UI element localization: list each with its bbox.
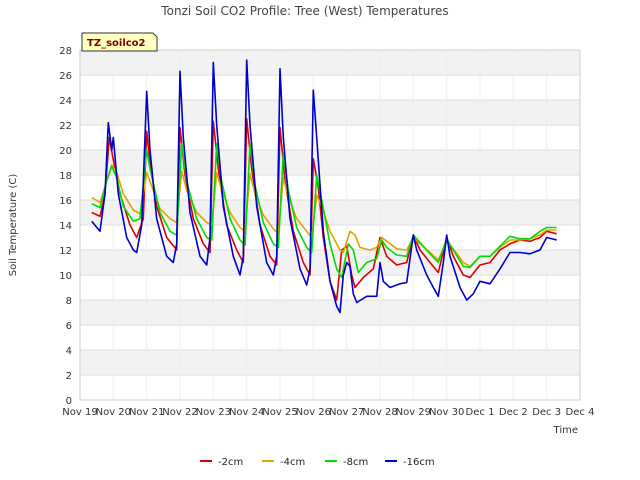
x-tick-label: Nov 24 [229,407,264,418]
legend-label: -8cm [343,457,368,468]
x-tick-label: Nov 20 [96,407,131,418]
legend-label: -16cm [403,457,435,468]
y-tick-label: 10 [59,271,72,282]
y-tick-label: 26 [59,71,72,82]
y-tick-label: 6 [66,321,72,332]
x-tick-label: Nov 21 [129,407,164,418]
x-tick-label: Dec 1 [466,407,495,418]
plot-band [80,75,580,100]
plot-bands [80,50,580,400]
plot-band [80,325,580,350]
series-lines [91,59,557,314]
dataset-badge: TZ_soilco2 [81,32,158,52]
y-tick-label: 24 [59,96,72,107]
series-line-minus-16cm [91,59,557,314]
plot-band [80,50,580,75]
plot-band [80,250,580,275]
y-tick-label: 0 [66,396,72,407]
legend-label: -2cm [218,457,243,468]
y-tick-label: 16 [59,196,72,207]
x-tick-label: Nov 30 [429,407,464,418]
x-tick-label: Nov 19 [62,407,97,418]
y-tick-label: 20 [59,146,72,157]
y-tick-label: 2 [66,371,72,382]
y-tick-label: 14 [59,221,72,232]
legend: -2cm -4cm -8cm -16cm [200,457,435,468]
y-axis-title: Soil Temperature (C) [8,174,19,277]
x-tick-label: Dec 3 [532,407,561,418]
plot-band [80,150,580,175]
x-tick-label: Nov 29 [396,407,431,418]
y-tick-label: 22 [59,121,72,132]
x-tick-label: Nov 23 [196,407,231,418]
series-line-minus-2cm [91,118,557,301]
x-tick-label: Nov 28 [362,407,397,418]
x-tick-label: Nov 26 [296,407,331,418]
y-tick-label: 28 [59,46,72,57]
plot-band [80,350,580,375]
x-tick-label: Nov 22 [162,407,197,418]
plot-band [80,175,580,200]
x-tick-label: Nov 25 [262,407,297,418]
plot-band [80,125,580,150]
plot-frame [79,49,581,401]
series-line-minus-8cm [91,143,557,279]
x-tick-label: Nov 27 [329,407,364,418]
plot-band [80,100,580,125]
series-line-minus-4cm [91,164,557,268]
plot-band [80,300,580,325]
y-tick-label: 4 [66,346,72,357]
chart-title: Tonzi Soil CO2 Profile: Tree (West) Temp… [160,4,448,18]
y-tick-label: 8 [66,296,72,307]
y-tick-label: 12 [59,246,72,257]
x-tick-label: Dec 4 [566,407,595,418]
x-tick-label: Dec 2 [499,407,528,418]
badge-box [81,32,158,52]
plot-band [80,375,580,400]
y-tick-label: 18 [59,171,72,182]
x-axis-title: Time [553,425,578,436]
badge-label: TZ_soilco2 [87,38,146,49]
legend-label: -4cm [280,457,305,468]
